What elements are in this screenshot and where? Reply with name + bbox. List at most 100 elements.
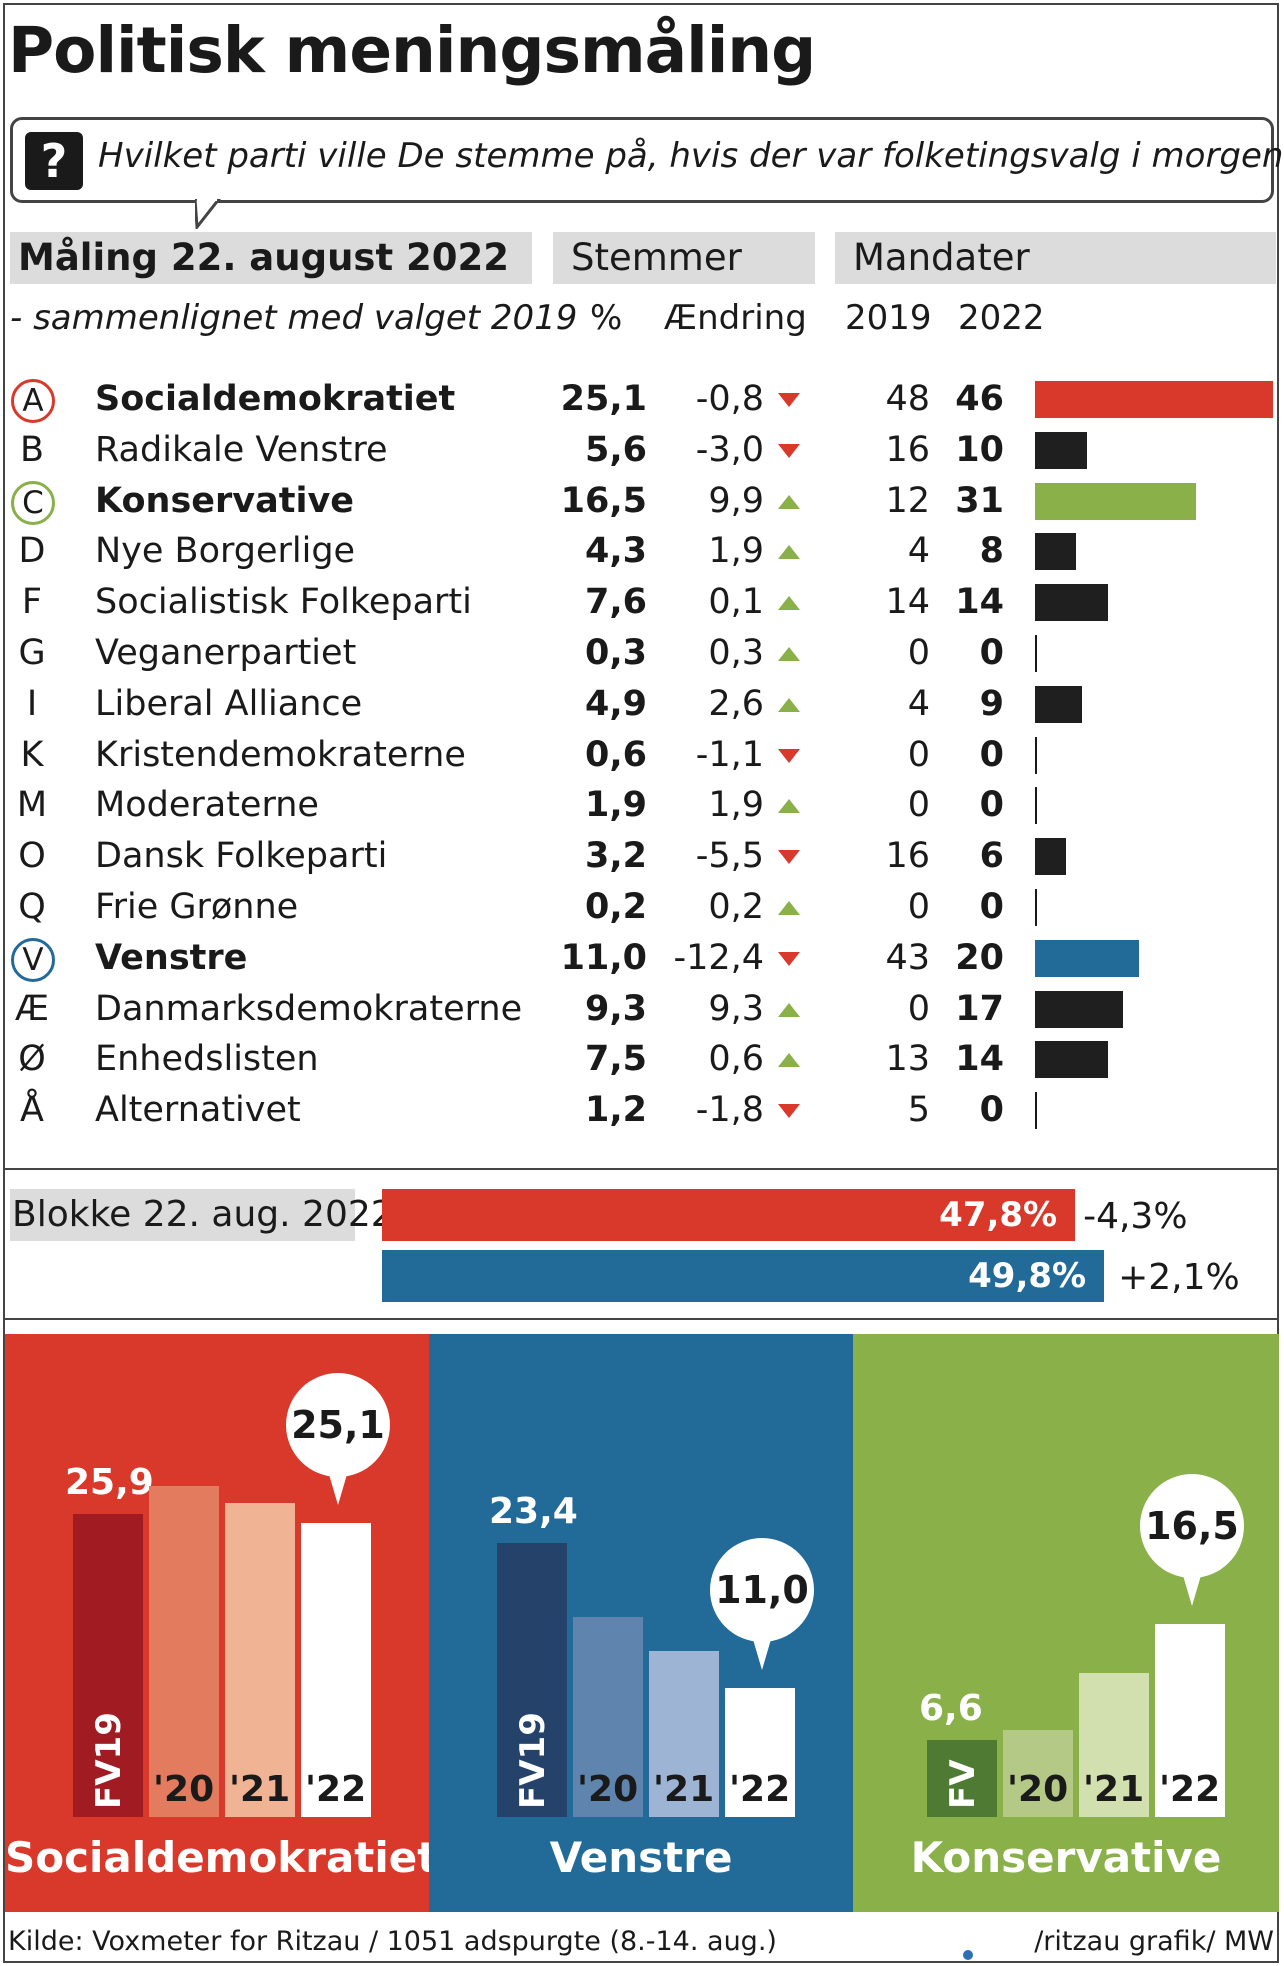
party-letter: V <box>11 937 55 982</box>
question-text: Hvilket parti ville De stemme på, hvis d… <box>98 136 1284 176</box>
value-bubble: 16,5 <box>1140 1473 1244 1578</box>
triangle-up-icon <box>778 494 800 509</box>
party-seats-2022: 0 <box>979 633 1004 673</box>
party-seats-2019: 12 <box>885 480 930 521</box>
triangle-down-icon <box>778 1104 800 1119</box>
party-name: Socialdemokratiet <box>95 379 456 419</box>
trend-bar <box>497 1543 567 1817</box>
party-row: G Veganerpartiet 0,3 0,3 0 0 <box>0 628 1284 679</box>
party-seats-2022: 10 <box>955 429 1004 470</box>
party-seats-2022: 14 <box>955 1039 1004 1080</box>
value-bubble: 11,0 <box>710 1538 814 1643</box>
party-letter: G <box>18 633 46 673</box>
triangle-up-icon <box>778 1053 800 1068</box>
party-name: Socialistisk Folkeparti <box>95 582 472 623</box>
party-name: Nye Borgerlige <box>95 531 356 572</box>
triangle-down-icon <box>778 748 800 763</box>
party-change: 2,6 <box>708 683 764 724</box>
party-change: 0,2 <box>708 887 764 927</box>
seat-bar <box>1035 431 1087 469</box>
seat-bar <box>1035 1092 1037 1130</box>
party-name: Alternativet <box>95 1090 301 1131</box>
trend-bar <box>149 1485 219 1817</box>
bubble-tail <box>1182 1571 1202 1606</box>
party-seats-2019: 48 <box>885 379 930 419</box>
party-seats-2019: 4 <box>907 531 930 572</box>
party-change: 0,3 <box>708 633 764 673</box>
party-change: -5,5 <box>695 836 764 877</box>
party-letter: Æ <box>14 988 50 1029</box>
party-name: Frie Grønne <box>95 887 299 927</box>
party-change: 0,6 <box>708 1039 764 1080</box>
party-name: Dansk Folkeparti <box>95 836 388 877</box>
col-header-2019: 2019 <box>845 298 932 338</box>
trend-bar <box>725 1688 795 1817</box>
party-row: V Venstre 11,0 -12,4 43 20 <box>0 933 1284 984</box>
party-name: Enhedslisten <box>95 1039 319 1080</box>
credit: /ritzau grafik/ MW <box>1034 1926 1274 1957</box>
party-seats-2019: 0 <box>907 988 930 1029</box>
party-row: Ø Enhedslisten 7,5 0,6 13 14 <box>0 1034 1284 1085</box>
party-name: Radikale Venstre <box>95 429 388 470</box>
x-label: '22 <box>729 1769 791 1810</box>
party-seats-2019: 4 <box>907 683 930 724</box>
x-label: '20 <box>153 1769 215 1810</box>
party-percent: 16,5 <box>560 480 647 521</box>
comparison-note: - sammenlignet med valget 2019 <box>10 298 578 338</box>
party-row: F Socialistisk Folkeparti 7,6 0,1 14 14 <box>0 577 1284 628</box>
party-seats-2019: 13 <box>885 1039 930 1080</box>
header-mandater: Mandater <box>835 232 1276 284</box>
party-change: 1,9 <box>708 531 764 572</box>
party-name: Moderaterne <box>95 785 319 826</box>
party-letter: I <box>26 683 38 724</box>
party-row: A Socialdemokratiet 25,1 -0,8 48 46 <box>0 374 1284 425</box>
party-percent: 7,5 <box>584 1039 647 1080</box>
party-seats-2022: 14 <box>955 582 1004 623</box>
x-label: FV19 <box>513 1712 553 1809</box>
value-label: 23,4 <box>489 1491 578 1533</box>
party-seats-2022: 0 <box>979 734 1004 775</box>
seat-bar <box>1035 1041 1108 1079</box>
party-seats-2019: 0 <box>907 785 930 826</box>
x-label: FV19 <box>89 1712 129 1809</box>
party-seats-2019: 0 <box>907 633 930 673</box>
trend-bar <box>1003 1730 1073 1817</box>
triangle-up-icon <box>778 697 800 712</box>
panel-title: Venstre <box>549 1833 733 1882</box>
party-row: K Kristendemokraterne 0,6 -1,1 0 0 <box>0 730 1284 781</box>
x-label: FV <box>943 1759 983 1809</box>
party-row: Æ Danmarksdemokraterne 9,3 9,3 0 17 <box>0 984 1284 1035</box>
party-letter: Q <box>18 887 46 927</box>
party-change: 1,9 <box>708 785 764 826</box>
party-percent: 11,0 <box>560 937 647 978</box>
value-label: 25,9 <box>65 1461 154 1503</box>
party-letter: F <box>21 582 43 623</box>
seat-bar <box>1035 889 1037 926</box>
question-mark-icon: ? <box>25 132 83 190</box>
party-percent: 0,2 <box>584 887 647 927</box>
party-letter: M <box>16 785 48 826</box>
x-label: '20 <box>577 1769 639 1810</box>
triangle-down-icon <box>778 393 800 407</box>
party-percent: 0,6 <box>584 734 647 775</box>
seat-bar <box>1035 635 1037 672</box>
x-label: '21 <box>1083 1769 1145 1810</box>
panel-title: Socialdemokratiet <box>5 1833 438 1882</box>
party-percent: 5,6 <box>584 429 647 470</box>
trend-bar <box>927 1739 997 1817</box>
graphic-frame <box>3 3 1279 1963</box>
divider <box>5 1318 1279 1320</box>
party-row: C Konservative 16,5 9,9 12 31 <box>0 476 1284 527</box>
x-label: '20 <box>1007 1769 1069 1810</box>
party-row: I Liberal Alliance 4,9 2,6 4 9 <box>0 679 1284 730</box>
party-seats-2019: 43 <box>885 937 930 978</box>
col-header-2022: 2022 <box>958 298 1045 338</box>
party-name: Venstre <box>95 937 248 978</box>
party-letter: B <box>19 429 44 470</box>
party-percent: 3,2 <box>584 836 647 877</box>
party-letter: C <box>11 480 55 525</box>
party-seats-2022: 6 <box>979 836 1004 877</box>
col-header-aendring: Ændring <box>664 298 807 338</box>
bloc-bar-red: 47,8% <box>382 1189 1076 1241</box>
party-row: B Radikale Venstre 5,6 -3,0 16 10 <box>0 425 1284 476</box>
